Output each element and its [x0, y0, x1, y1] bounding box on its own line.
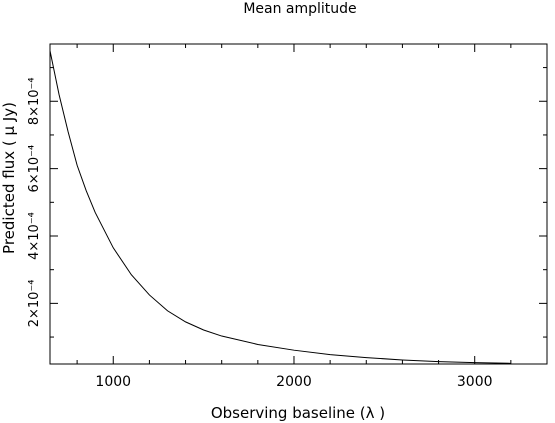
y-tick-label: 8×10⁻⁴	[27, 77, 42, 125]
x-tick-label: 1000	[95, 374, 131, 390]
x-axis-ticks	[76, 44, 548, 364]
series-line	[49, 50, 511, 364]
y-axis-ticks	[50, 67, 547, 338]
chart-title: Mean amplitude	[243, 1, 356, 17]
x-axis-label: Observing baseline (λ )	[211, 404, 385, 422]
y-axis-tick-labels: 2×10⁻⁴ 4×10⁻⁴ 6×10⁻⁴ 8×10⁻⁴	[27, 77, 42, 327]
x-tick-label: 3000	[457, 374, 493, 390]
y-tick-label: 6×10⁻⁴	[27, 145, 42, 193]
x-axis-tick-labels: 1000 2000 3000	[95, 374, 492, 390]
y-tick-label: 2×10⁻⁴	[27, 279, 42, 327]
x-tick-label: 2000	[276, 374, 312, 390]
y-tick-label: 4×10⁻⁴	[27, 212, 42, 260]
plot-frame	[49, 43, 548, 365]
y-axis-label: Predicted flux ( μ Jy)	[0, 102, 18, 254]
